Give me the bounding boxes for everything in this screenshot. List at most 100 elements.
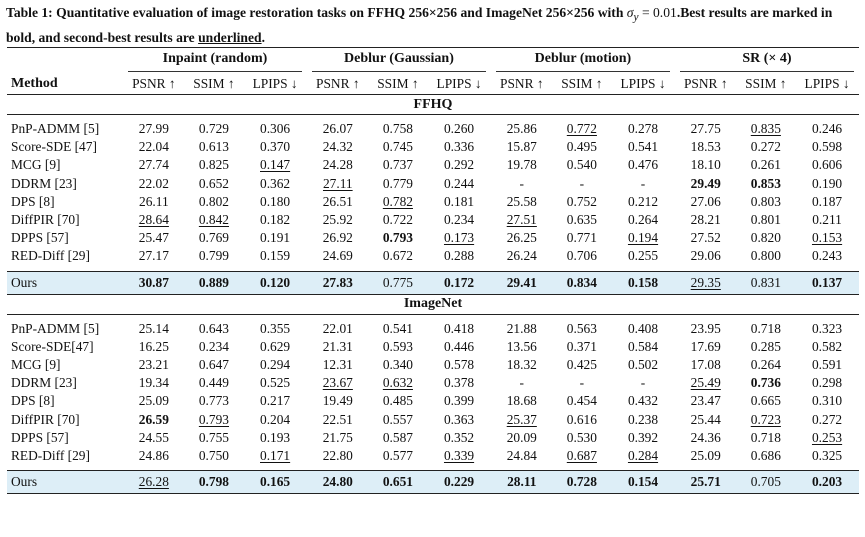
table-cell: 0.191 — [260, 230, 291, 246]
table-cell: 0.541 — [382, 320, 413, 336]
table-cell: 0.253 — [811, 429, 843, 445]
table-cell: 0.853 — [750, 175, 781, 191]
group-header-row: Inpaint (random) Deblur (Gaussian) Deblu… — [7, 47, 859, 74]
table-cell: 24.86 — [138, 447, 169, 463]
caption-text-after: .Best results are marked in bold, and se… — [6, 5, 833, 45]
method-header: Method — [11, 76, 58, 91]
table-cell: 27.83 — [306, 270, 369, 294]
table-cell: 0.587 — [382, 429, 413, 445]
table-cell: 0.793 — [198, 411, 229, 427]
table-cell: 0.672 — [382, 248, 413, 264]
table-cell: 0.530 — [566, 429, 597, 445]
table-cell: 0.598 — [811, 139, 843, 155]
table-cell: 0.525 — [260, 375, 291, 391]
table-cell: 27.51 — [506, 212, 537, 228]
table-cell: 25.37 — [506, 411, 537, 427]
caption-sigma-sub: y — [633, 11, 639, 24]
table-row: DPPS [57] 25.47 0.769 0.191 26.92 0.793 0.173 2… — [7, 229, 859, 247]
table-cell: 0.591 — [811, 356, 843, 372]
table-cell: 0.246 — [811, 121, 843, 137]
table-cell: - — [579, 175, 585, 191]
metric-header: PSNR ↑ — [132, 76, 176, 91]
table-cell: 24.80 — [306, 470, 369, 494]
metric-header: PSNR ↑ — [316, 76, 360, 91]
table-cell: 0.238 — [627, 411, 659, 427]
group-header: Deblur (motion) — [490, 47, 675, 74]
table-cell: 0.306 — [260, 121, 291, 137]
table-cell: 0.665 — [750, 393, 781, 409]
table-cell: 25.49 — [690, 375, 721, 391]
table-cell: 0.204 — [260, 411, 291, 427]
table-cell: 21.31 — [322, 338, 353, 354]
table-cell: 0.339 — [443, 447, 475, 463]
table-cell: 0.446 — [443, 338, 475, 354]
table-cell: 0.294 — [260, 356, 291, 372]
method-name: DiffPIR [70] — [11, 212, 80, 228]
method-name: MCG [9] — [11, 157, 61, 173]
table-cell: 0.172 — [427, 270, 491, 294]
table-cell: 0.203 — [795, 470, 859, 494]
table-cell: 0.190 — [811, 175, 843, 191]
table-cell: 0.728 — [552, 470, 612, 494]
table-row: PnP-ADMM [5] 27.99 0.729 0.306 26.07 0.758 0.2… — [7, 120, 859, 138]
table-cell: 19.49 — [322, 393, 353, 409]
metric-header: LPIPS ↓ — [436, 76, 482, 91]
table-cell: 0.272 — [750, 139, 781, 155]
table-cell: 0.120 — [243, 270, 307, 294]
table-cell: 25.71 — [674, 470, 737, 494]
table-row: DiffPIR [70] 28.64 0.842 0.182 25.92 0.722 0.2… — [7, 211, 859, 229]
table-cell: 29.35 — [674, 270, 737, 294]
table-body: FFHQ PnP-ADMM [5] 27.99 0.729 0.306 26.07 0.75… — [7, 94, 859, 494]
table-cell: 0.495 — [566, 139, 597, 155]
table-cell: 0.194 — [627, 230, 659, 246]
table-cell: 0.485 — [382, 393, 413, 409]
table-cell: 0.632 — [382, 375, 413, 391]
table-cell: 24.84 — [506, 447, 537, 463]
table-cell: 0.798 — [184, 470, 244, 494]
method-name: Score-SDE [47] — [11, 139, 97, 155]
table-row: DPS [8] 25.09 0.773 0.217 19.49 0.485 0.399 18.… — [7, 392, 859, 410]
table-cell: 0.264 — [750, 356, 781, 372]
table-cell: 0.802 — [198, 193, 229, 209]
table-cell: 0.769 — [198, 230, 229, 246]
table-cell: 24.36 — [690, 429, 721, 445]
table-cell: 0.582 — [811, 338, 843, 354]
table-row: DPS [8] 26.11 0.802 0.180 26.51 0.782 0.181 25.… — [7, 193, 859, 211]
table-cell: 0.432 — [627, 393, 659, 409]
table-cell: 19.78 — [506, 157, 537, 173]
table-cell: 0.261 — [750, 157, 781, 173]
table-cell: 0.229 — [427, 470, 491, 494]
table-cell: 0.629 — [260, 338, 291, 354]
table-cell: 16.25 — [138, 338, 169, 354]
table-cell: 0.775 — [368, 270, 428, 294]
metric-header: SSIM ↑ — [745, 76, 787, 91]
table-cell: 30.87 — [123, 270, 185, 294]
table-cell: 0.578 — [443, 356, 475, 372]
table-cell: 0.577 — [382, 447, 413, 463]
table-cell: 0.165 — [243, 470, 307, 494]
table-cell: 22.01 — [322, 320, 353, 336]
table-cell: - — [579, 375, 585, 391]
results-table: Inpaint (random) Deblur (Gaussian) Deblu… — [7, 47, 859, 494]
table-cell: 0.651 — [368, 470, 428, 494]
table-cell: 0.635 — [566, 212, 597, 228]
table-cell: 0.502 — [627, 356, 659, 372]
caption-text-before: Quantitative evaluation of image restora… — [52, 5, 627, 20]
table-row: RED-Diff [29] 27.17 0.799 0.159 24.69 0.672 0.… — [7, 247, 859, 265]
table-cell: 26.11 — [139, 193, 169, 209]
table-cell: 0.371 — [566, 338, 597, 354]
table-cell: 0.243 — [811, 248, 843, 264]
table-cell: 25.47 — [138, 230, 169, 246]
table-cell: 0.723 — [750, 411, 781, 427]
section-title: FFHQ — [7, 94, 859, 115]
table-cell: 26.28 — [123, 470, 185, 494]
table-cell: 0.181 — [443, 193, 475, 209]
table-cell: 0.718 — [750, 429, 781, 445]
table-row: DDRM [23] 19.34 0.449 0.525 23.67 0.632 0.378 -… — [7, 374, 859, 392]
table-cell: 25.09 — [138, 393, 169, 409]
table-cell: 29.49 — [690, 175, 721, 191]
table-cell: 0.584 — [627, 338, 659, 354]
caption-label: Table 1: — [6, 5, 53, 20]
table-cell: 0.687 — [566, 447, 597, 463]
table-cell: 25.44 — [690, 411, 721, 427]
